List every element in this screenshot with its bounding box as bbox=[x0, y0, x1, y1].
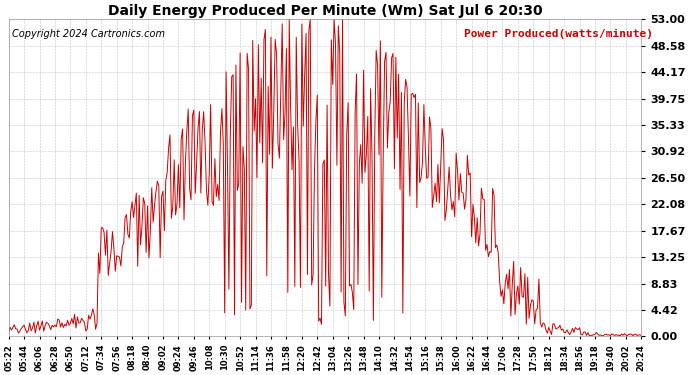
Text: Copyright 2024 Cartronics.com: Copyright 2024 Cartronics.com bbox=[12, 29, 165, 39]
Title: Daily Energy Produced Per Minute (Wm) Sat Jul 6 20:30: Daily Energy Produced Per Minute (Wm) Sa… bbox=[108, 4, 542, 18]
Text: Power Produced(watts/minute): Power Produced(watts/minute) bbox=[464, 29, 653, 39]
